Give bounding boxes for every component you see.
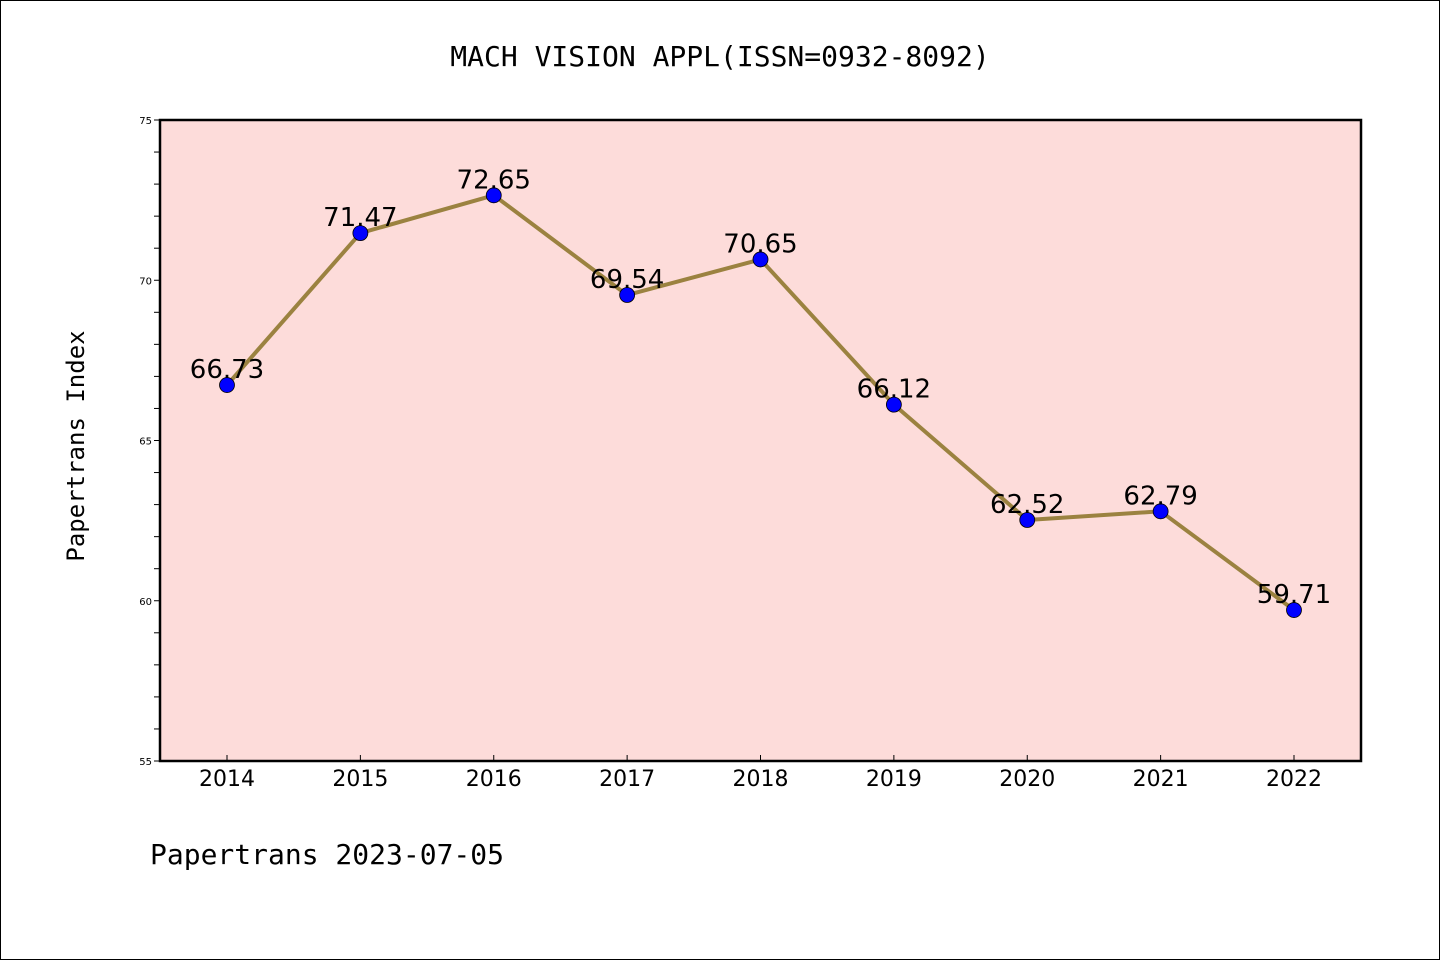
x-tick-label: 2017 (599, 767, 655, 792)
y-axis-label: Papertrans Index (62, 330, 90, 561)
x-tick-label: 2016 (466, 767, 522, 792)
x-tick-label: 2022 (1266, 767, 1322, 792)
data-label: 69.54 (590, 265, 664, 295)
data-markers (219, 187, 1302, 618)
data-point (885, 396, 902, 413)
y-axis: 55 60 65 70 75 (139, 116, 160, 768)
data-point (619, 287, 636, 303)
y-tick-label: 55 (139, 757, 152, 768)
y-tick-label: 60 (139, 597, 152, 608)
data-labels: 66.73 71.47 72.65 69.54 70.65 66.12 62.52 62.79… (190, 165, 1331, 610)
y-tick-label: 65 (139, 437, 152, 448)
data-point (352, 225, 369, 242)
y-tick-label: 70 (139, 276, 152, 287)
x-tick-label: 2015 (332, 767, 388, 792)
data-label: 66.12 (857, 375, 931, 405)
data-label: 66.73 (190, 355, 264, 385)
data-point (1019, 512, 1036, 528)
footer-date: Papertrans 2023-07-05 (150, 838, 504, 871)
data-label: 62.52 (990, 490, 1064, 520)
data-label: 59.71 (1257, 580, 1331, 610)
data-point (1152, 503, 1169, 520)
data-label: 62.79 (1123, 481, 1197, 511)
y-tick-label: 75 (139, 116, 152, 127)
chart-title: MACH VISION APPL(ISSN=0932-8092) (450, 40, 989, 73)
data-label: 71.47 (323, 203, 397, 233)
data-point (219, 377, 235, 393)
data-label: 72.65 (457, 165, 531, 195)
x-tick-label: 2019 (866, 767, 922, 792)
data-point (1286, 602, 1302, 618)
data-label: 70.65 (723, 229, 797, 259)
x-tick-label: 2018 (733, 767, 789, 792)
x-tick-label: 2014 (199, 767, 255, 792)
x-axis: 2014 2015 2016 2017 2018 2019 2020 2021 2022 (199, 755, 1322, 792)
data-point (485, 187, 502, 204)
data-point (752, 251, 769, 268)
plot-border (158, 118, 1363, 763)
x-tick-label: 2021 (1133, 767, 1189, 792)
x-tick-label: 2020 (999, 767, 1055, 792)
